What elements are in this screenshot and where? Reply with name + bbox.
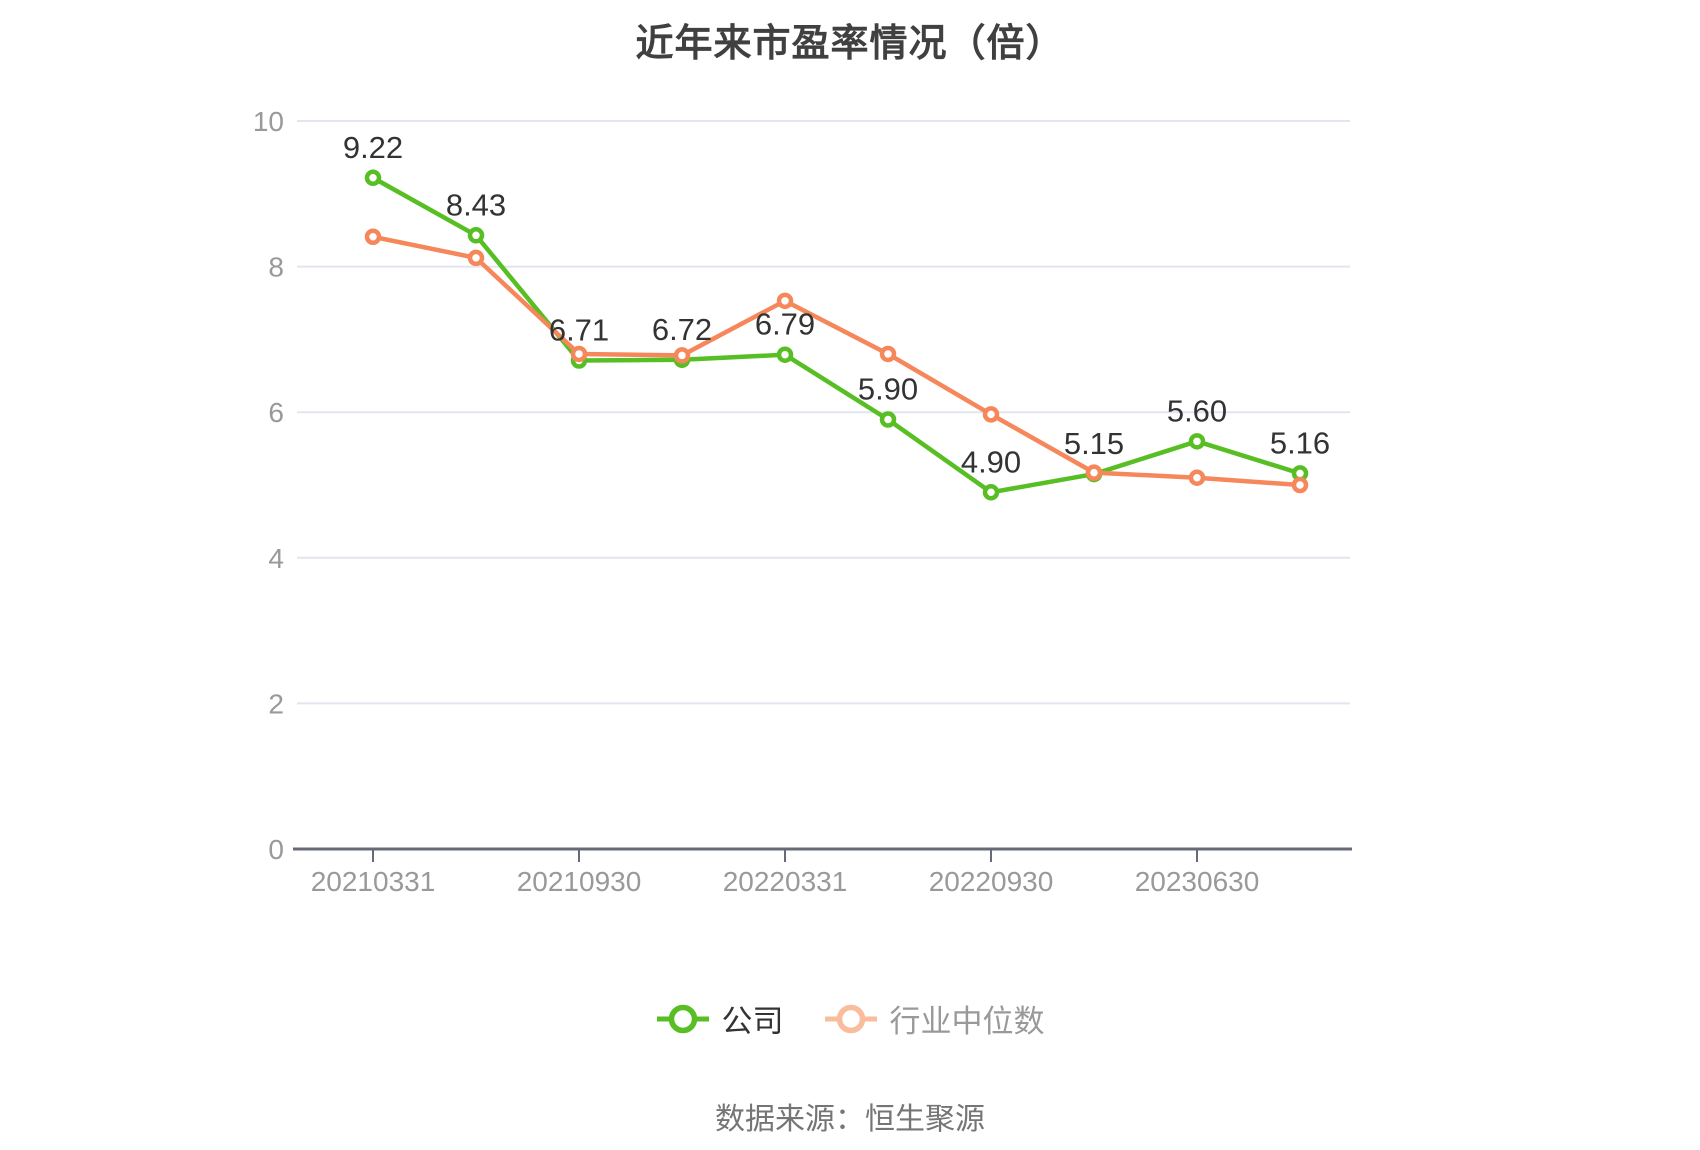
chart-legend: 公司 行业中位数 [0, 996, 1700, 1041]
data-point-label: 6.71 [549, 313, 609, 348]
chart-title: 近年来市盈率情况（倍） [635, 23, 1065, 65]
industry-median-data-point[interactable] [364, 228, 382, 246]
industry-median-data-point[interactable] [879, 345, 897, 363]
y-axis-tick-label: 2 [268, 688, 284, 719]
industry-median-data-point[interactable] [570, 345, 588, 363]
legend-label-company: 公司 [721, 1004, 784, 1039]
y-axis-labels: 0 2 4 6 8 10 [253, 106, 284, 865]
y-axis-tick-label: 10 [253, 106, 284, 137]
industry-median-data-point[interactable] [1291, 476, 1309, 494]
company-data-point[interactable] [776, 346, 794, 363]
data-point-label: 8.43 [446, 187, 506, 222]
y-axis-tick-label: 0 [268, 834, 284, 865]
company-data-point[interactable] [879, 411, 897, 428]
company-series-line [370, 175, 1303, 495]
industry-median-data-point[interactable] [673, 347, 691, 364]
industry-median-data-point[interactable] [776, 292, 794, 310]
data-point-label: 5.60 [1167, 393, 1227, 428]
data-point-label: 5.90 [858, 371, 918, 406]
x-axis-tick-label: 20220930 [929, 866, 1054, 897]
industry-median-series-line [370, 234, 1303, 488]
data-point-label: 5.15 [1064, 426, 1124, 461]
data-point-label: 4.90 [961, 444, 1021, 479]
data-labels: 9.22 8.43 6.71 6.72 6.79 5.90 4.90 5.15 5.60 5.16 [343, 130, 1330, 479]
x-axis-tick-label: 20210930 [517, 866, 642, 897]
industry-median-data-point[interactable] [1085, 464, 1103, 481]
company-legend-marker-icon [656, 1004, 709, 1033]
y-axis-tick-label: 6 [268, 397, 284, 428]
y-axis-tick-label: 4 [268, 543, 284, 574]
company-data-point[interactable] [982, 484, 1000, 501]
data-point-label: 6.79 [755, 307, 815, 342]
industry-median-series-markers [364, 228, 1309, 494]
data-point-label: 6.72 [652, 312, 712, 347]
x-axis-tick-label: 20230630 [1135, 866, 1260, 897]
industry-median-data-point[interactable] [467, 249, 485, 267]
industry-median-data-point[interactable] [982, 406, 1000, 423]
data-point-label: 5.16 [1270, 425, 1330, 460]
legend-item-company[interactable]: 公司 [656, 996, 784, 1041]
legend-item-industry-median[interactable]: 行业中位数 [824, 996, 1045, 1041]
x-axis-tick-label: 20210331 [311, 866, 436, 897]
data-source-note: 数据来源：恒生聚源 [715, 1103, 985, 1136]
industry-median-data-point[interactable] [1188, 469, 1206, 486]
company-data-point[interactable] [1188, 433, 1206, 450]
company-data-point[interactable] [467, 227, 485, 244]
y-gridlines [297, 120, 1350, 705]
legend-label-industry-median: 行业中位数 [889, 1004, 1045, 1039]
company-data-point[interactable] [364, 169, 382, 187]
x-axis-tick-label: 20220331 [723, 866, 848, 897]
y-axis-tick-label: 8 [268, 252, 284, 283]
x-axis-labels: 20210331 20210930 20220331 20220930 20230630 [311, 850, 1260, 897]
data-point-label: 9.22 [343, 130, 403, 165]
industry-median-legend-marker-icon [824, 1004, 877, 1033]
